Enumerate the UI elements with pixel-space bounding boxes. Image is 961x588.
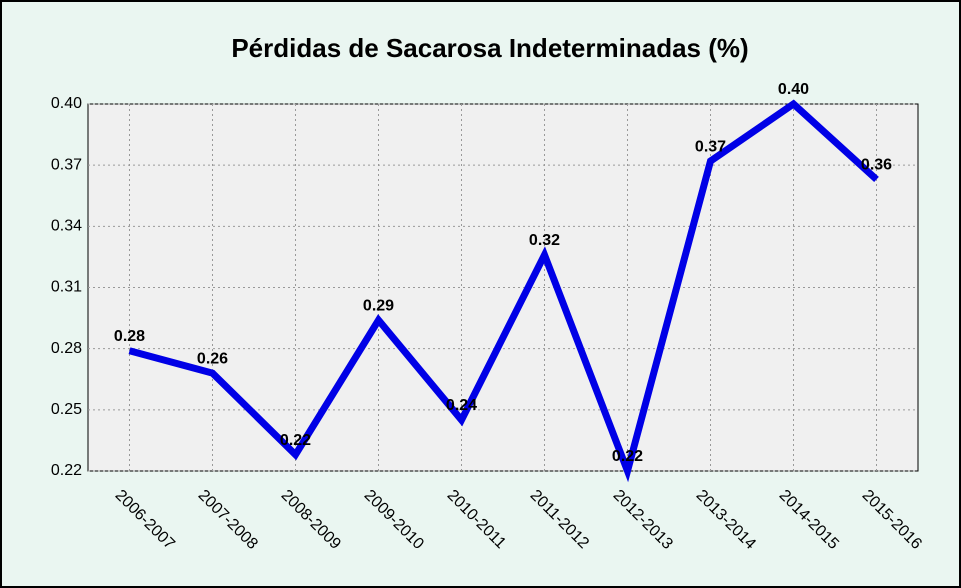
y-tick-label: 0.25 bbox=[51, 401, 82, 418]
data-label: 0.40 bbox=[778, 81, 809, 98]
y-tick-label: 0.40 bbox=[51, 95, 82, 112]
line bbox=[128, 99, 879, 483]
data-label: 0.24 bbox=[446, 397, 477, 414]
y-tick-label: 0.34 bbox=[51, 218, 82, 235]
data-label: 0.29 bbox=[363, 297, 394, 314]
chart-title: Pérdidas de Sacarosa Indeterminadas (%) bbox=[231, 33, 748, 63]
y-tick-label: 0.22 bbox=[51, 462, 82, 479]
data-label: 0.28 bbox=[114, 328, 145, 345]
data-label: 0.26 bbox=[197, 350, 228, 367]
y-tick-label: 0.28 bbox=[51, 340, 82, 357]
data-label: 0.22 bbox=[612, 448, 643, 465]
data-label: 0.37 bbox=[695, 138, 726, 155]
data-label: 0.36 bbox=[861, 157, 892, 174]
data-label: 0.22 bbox=[280, 432, 311, 449]
data-label: 0.32 bbox=[529, 232, 560, 249]
y-tick-label: 0.31 bbox=[51, 279, 82, 296]
y-tick-label: 0.37 bbox=[51, 156, 82, 173]
